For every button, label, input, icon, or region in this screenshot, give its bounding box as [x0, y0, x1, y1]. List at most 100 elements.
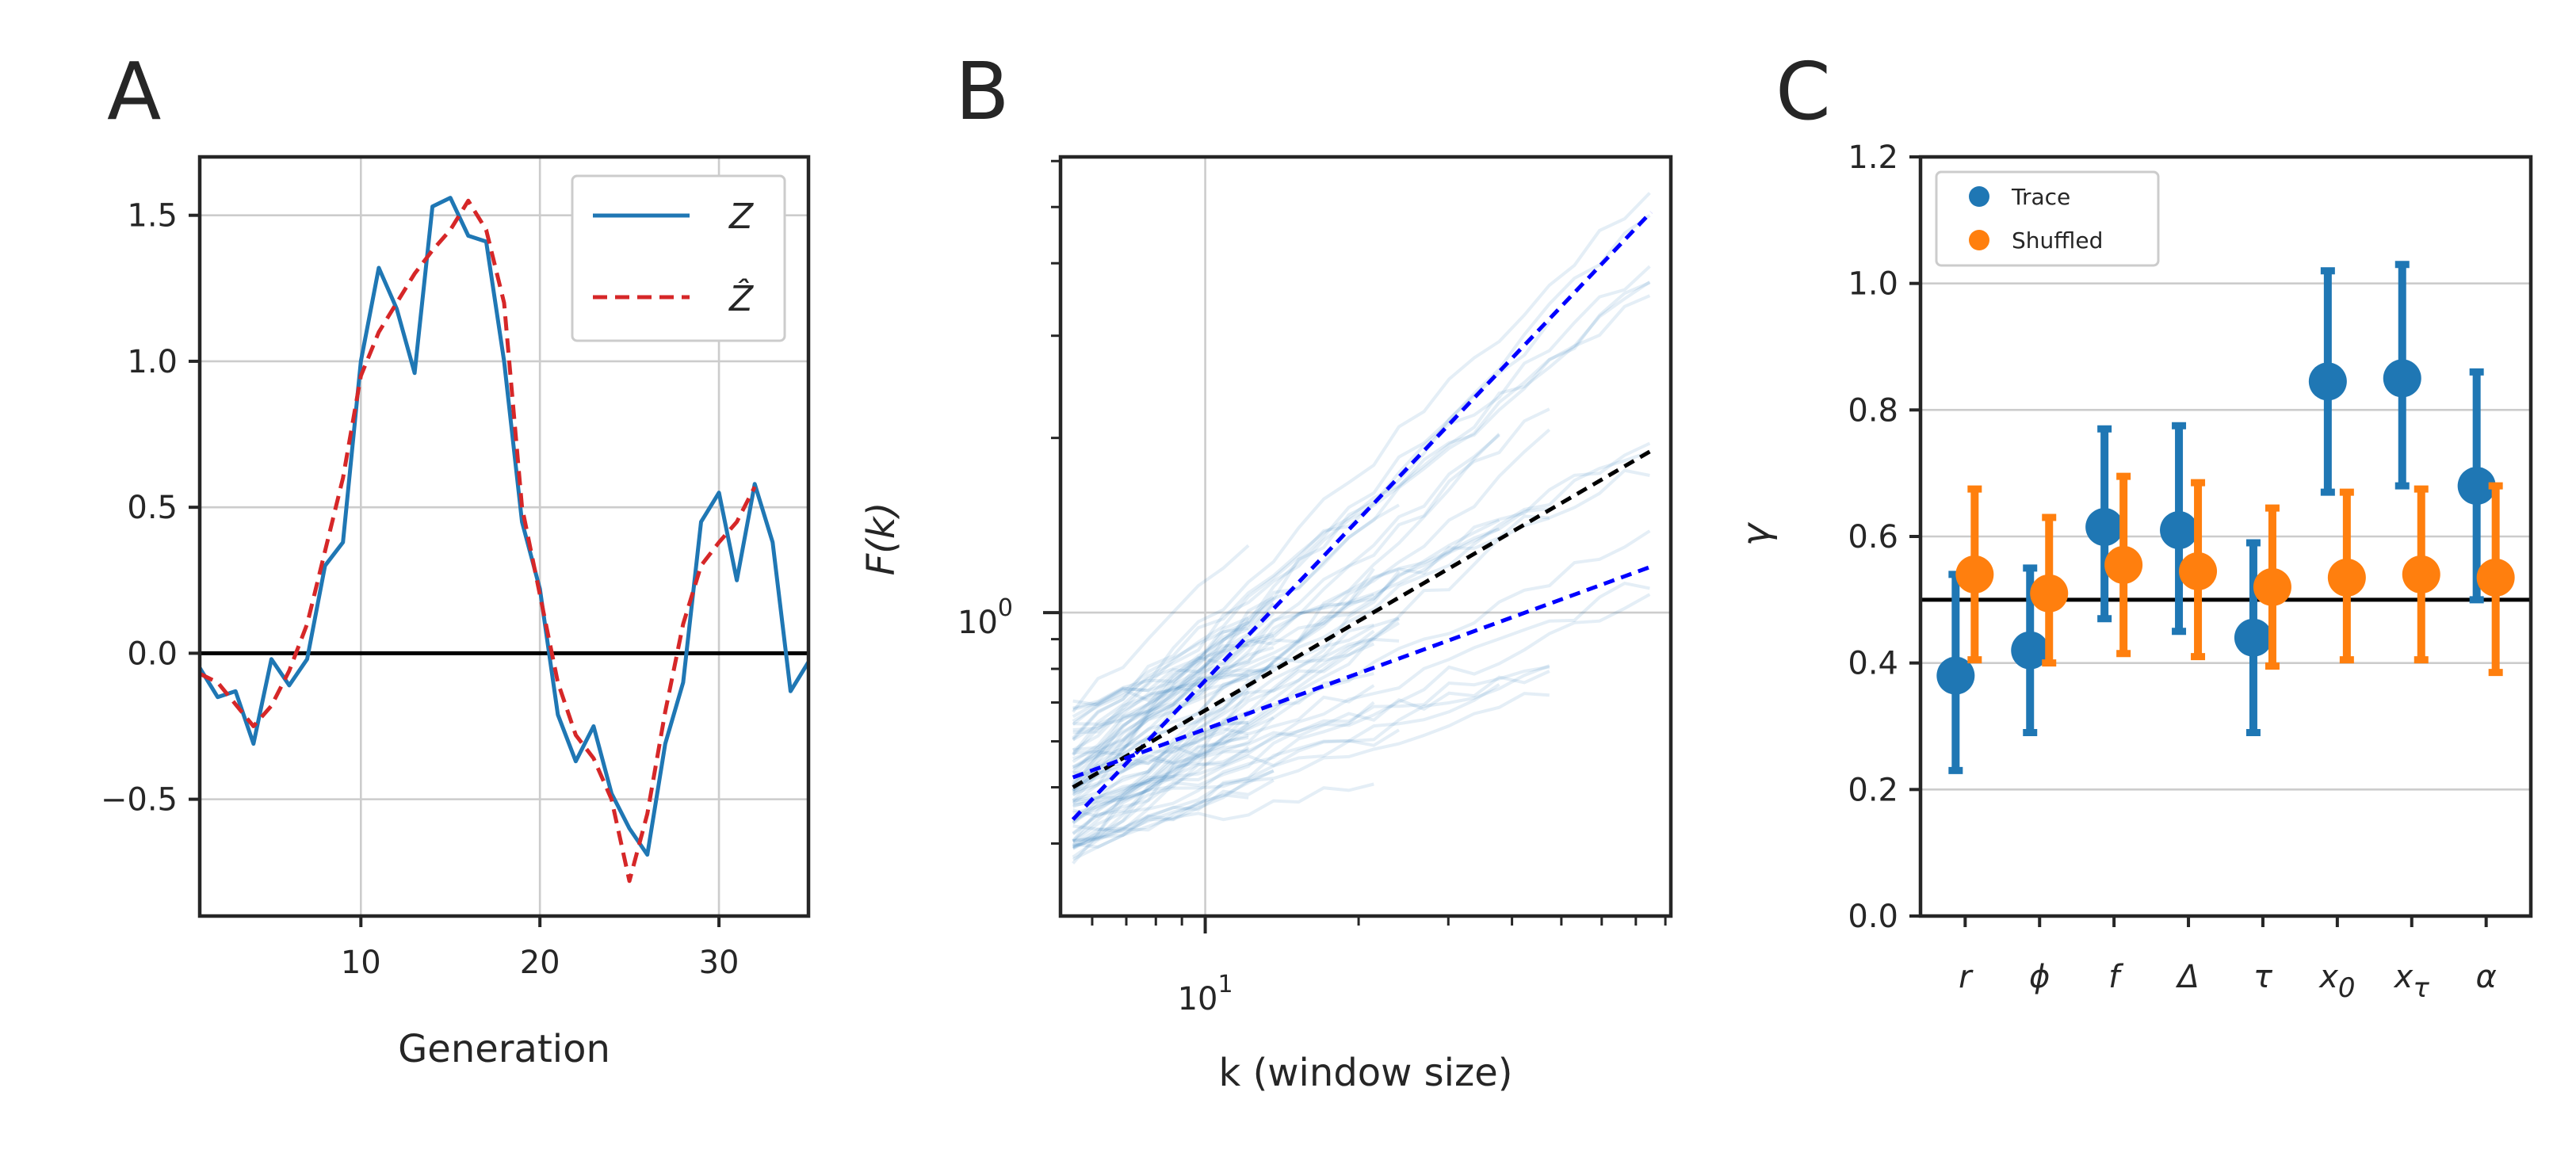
- panel-a-ytick-label: −0.5: [101, 782, 178, 819]
- panel-a-legend: Z Ẑ: [571, 174, 786, 342]
- panel-b-frame: [1058, 155, 1673, 918]
- panel-b-ytick-exponent: 0: [998, 594, 1013, 622]
- panel-b-trace: [1072, 617, 1401, 850]
- panel-b-trace: [1072, 214, 1651, 795]
- panel-c-shuffled-point: [2104, 545, 2143, 584]
- panel-b-trace: [1072, 621, 1401, 802]
- panel-c-shuffled-point: [2030, 574, 2069, 613]
- panel-b-trace: [1072, 407, 1550, 803]
- panel-b-trace: [1072, 281, 1651, 739]
- panel-c-xtick-label: x0: [2318, 959, 2355, 1004]
- panel-a-series-zhat: [200, 198, 757, 884]
- panel-b-trace: [1072, 294, 1651, 741]
- panel-b-trace: [1072, 692, 1550, 849]
- panel-a-xtick-label: 10: [341, 945, 381, 981]
- panel-b-xlabel: k (window size): [1219, 1051, 1513, 1095]
- panel-b-trace: [1072, 748, 1249, 825]
- panel-b-trace: [1072, 593, 1651, 836]
- panel-b-fit-upper: [1071, 210, 1653, 821]
- panel-c-xtick-label: α: [2475, 959, 2496, 995]
- panel-b-trace: [1072, 733, 1249, 789]
- panel-c-ytick-label: 0.8: [1848, 392, 1898, 429]
- panel-c-xtick-subscript: 0: [2338, 972, 2356, 1004]
- panel-b-trace: [1072, 746, 1250, 805]
- legend-shuffled-swatch: [1969, 230, 1989, 250]
- panel-c-trace-point: [2457, 467, 2496, 506]
- panel-b-trace: [1072, 516, 1550, 850]
- panel-c-ytick-label: 0.0: [1848, 899, 1898, 935]
- panel-b-trace: [1072, 567, 1375, 842]
- panel-b-trace: [1072, 616, 1400, 731]
- panel-b-trace: [1072, 433, 1500, 848]
- panel-c-shuffled-point: [2253, 567, 2291, 606]
- panel-label-c: C: [1775, 45, 1831, 138]
- panel-a-line-chart: 10 20 30 −0.5 0.0 0.5 1.0 1.5 Generation Z Ẑ: [101, 155, 811, 1071]
- panel-b-trace: [1072, 662, 1275, 726]
- panel-b-trace: [1072, 593, 1375, 719]
- panel-c-xtick-label: r: [1959, 959, 1974, 995]
- panel-b-trace: [1072, 321, 1551, 787]
- panel-b-trace: [1072, 616, 1249, 752]
- panel-b-trace: [1072, 700, 1375, 859]
- legend-shuffled-label: Shuffled: [2012, 227, 2103, 254]
- panel-b-trace: [1072, 728, 1401, 807]
- panel-a-ytick-label: 0.5: [127, 490, 178, 526]
- panel-b-trace: [1072, 433, 1500, 796]
- panel-c-xtick-label: xτ: [2393, 959, 2430, 1004]
- panel-c-trace-point: [2383, 359, 2421, 398]
- panel-b-trace: [1072, 529, 1651, 808]
- panel-c-ytick-label: 0.4: [1848, 646, 1898, 682]
- panel-b-trace: [1072, 633, 1275, 735]
- panel-b-trace: [1072, 782, 1374, 849]
- panel-b-trace: [1072, 623, 1374, 805]
- panel-b-loglog-chart: 101 100 k (window size) F(k): [859, 155, 1673, 1095]
- panel-c-trace-point: [2160, 511, 2199, 550]
- panel-b-fit-lower: [1072, 564, 1652, 780]
- panel-c-trace-point: [2234, 618, 2272, 657]
- panel-b-trace: [1072, 192, 1651, 756]
- panel-a-xtick-label: 30: [699, 945, 740, 981]
- panel-c-ytick-label: 1.2: [1848, 139, 1898, 176]
- panel-b-ylabel: F(k): [859, 502, 904, 576]
- panel-b-trace: [1072, 769, 1275, 843]
- panel-c-ytick-label: 1.0: [1848, 266, 1898, 303]
- panel-b-fit-mean: [1072, 449, 1653, 789]
- legend-z-label: Z: [728, 197, 754, 237]
- panel-b-trace: [1072, 716, 1275, 844]
- panel-b-trace: [1072, 428, 1551, 823]
- panel-c-trace-point: [2085, 508, 2124, 547]
- panel-label-b: B: [955, 45, 1010, 138]
- panel-b-xtick-exponent: 1: [1217, 971, 1233, 998]
- panel-c-shuffled-point: [2476, 558, 2515, 597]
- panel-a-series-z: [200, 196, 808, 857]
- panel-b-trace: [1072, 665, 1550, 803]
- panel-c-xtick-label: Δ: [2175, 959, 2199, 995]
- panel-c-trace-point: [2011, 631, 2050, 670]
- panel-c-ytick-label: 0.2: [1848, 772, 1898, 808]
- panel-c-xtick-label: f: [2108, 959, 2124, 995]
- panel-b-trace: [1072, 518, 1500, 752]
- panel-b-trace: [1072, 627, 1249, 792]
- panel-b-trace: [1072, 637, 1400, 771]
- panel-b-trace: [1072, 670, 1550, 777]
- panel-b-trace: [1072, 735, 1249, 825]
- panel-b-trace: [1072, 643, 1250, 778]
- panel-b-fluctuation-traces: [1072, 192, 1651, 865]
- panel-a-frame: [197, 155, 811, 918]
- legend-zhat-label: Ẑ: [728, 277, 754, 319]
- panel-b-trace: [1072, 664, 1550, 847]
- panel-b-trace: [1072, 709, 1250, 793]
- panel-c-xtick-label: ϕ: [2029, 959, 2050, 995]
- legend-trace-label: Trace: [2011, 184, 2070, 210]
- panel-b-trace: [1072, 503, 1400, 774]
- panel-c-shuffled-point: [2327, 558, 2366, 597]
- panel-c-shuffled-point: [2179, 552, 2218, 590]
- panel-c-xtick-subscript: τ: [2413, 972, 2429, 1004]
- panel-a-ytick-label: 0.0: [127, 636, 178, 672]
- panel-b-xtick-label: 101: [1178, 971, 1233, 1017]
- panel-a-ytick-label: 1.0: [127, 344, 178, 380]
- panel-c-xtick-label: τ: [2253, 959, 2273, 995]
- panel-c-ytick-label: 0.6: [1848, 519, 1898, 555]
